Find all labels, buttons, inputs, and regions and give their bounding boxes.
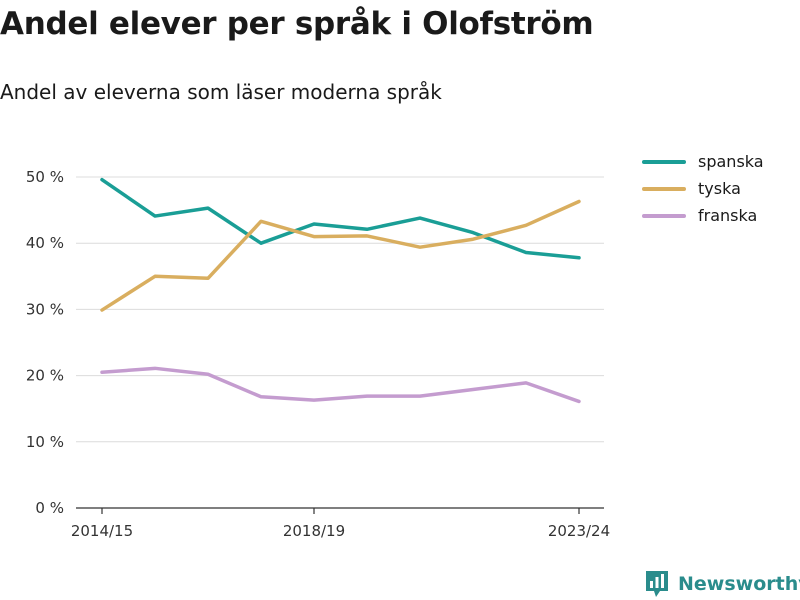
y-tick-label: 40 % <box>26 234 64 252</box>
y-tick-label: 20 % <box>26 367 64 385</box>
legend-label-tyska: tyska <box>698 179 741 198</box>
legend-swatch-franska <box>642 213 686 218</box>
x-tick-label: 2018/19 <box>283 522 345 540</box>
chart-title: Andel elever per språk i Olofström <box>0 6 594 42</box>
y-tick-label: 30 % <box>26 300 64 318</box>
chart-subtitle: Andel av eleverna som läser moderna språ… <box>0 80 442 104</box>
series-line-tyska <box>100 199 581 312</box>
legend-label-spanska: spanska <box>698 152 764 171</box>
legend-swatch-spanska <box>642 159 686 164</box>
legend-item-franska[interactable]: franska <box>642 202 764 229</box>
series-line-franska <box>100 366 581 404</box>
newsworthy-logo-text: Newsworthy <box>678 573 800 595</box>
legend-item-tyska[interactable]: tyska <box>642 175 764 202</box>
y-tick-label: 10 % <box>26 433 64 451</box>
series-line-spanska <box>100 177 581 260</box>
newsworthy-logo[interactable]: Newsworthy <box>644 569 800 599</box>
x-tick-label: 2023/24 <box>548 522 610 540</box>
line-chart: 0 % 10 % 20 % 30 % 40 % 50 % 2014/15 2018/19 202… <box>26 168 610 540</box>
y-tick-label: 50 % <box>26 168 64 186</box>
legend-swatch-tyska <box>642 186 686 191</box>
legend-item-spanska[interactable]: spanska <box>642 148 764 175</box>
y-tick-label: 0 % <box>35 499 64 517</box>
x-tick-label: 2014/15 <box>71 522 133 540</box>
chart-legend: spanska tyska franska <box>642 148 764 229</box>
newsworthy-logo-icon <box>646 571 668 597</box>
legend-label-franska: franska <box>698 206 758 225</box>
